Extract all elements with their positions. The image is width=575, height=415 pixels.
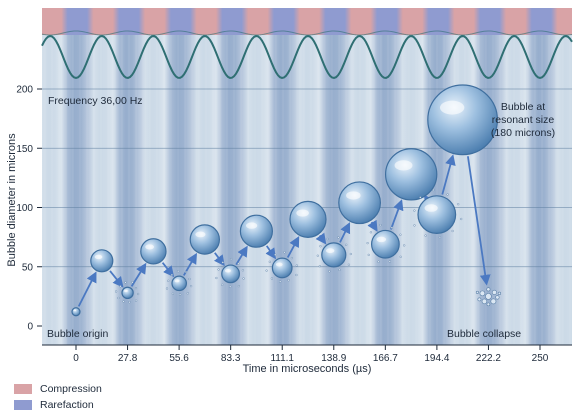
growth-arrow (130, 262, 147, 287)
bubble (71, 307, 81, 317)
origin-label: Bubble origin (47, 328, 108, 340)
growth-arrows (77, 154, 491, 307)
growth-arrow (265, 245, 277, 260)
bubble (427, 84, 499, 156)
growth-arrow (339, 222, 351, 243)
x-axis-ticks: 0 27.8 55.6 83.3 111.1 138.9 166.7 194.4 222.2 25… (73, 345, 549, 364)
bubble (413, 188, 463, 239)
bubble (165, 270, 193, 296)
resonant-label-line-3: (180 microns) (491, 127, 555, 139)
growth-arrow (367, 219, 378, 232)
bubble (366, 224, 406, 263)
growth-arrow (235, 245, 248, 266)
bubble (338, 181, 381, 225)
bubble (384, 148, 438, 201)
x-tick-label: 83.3 (221, 353, 241, 364)
y-tick-label: 0 (27, 322, 33, 333)
bubble (140, 238, 167, 265)
plot-background (42, 8, 572, 345)
x-axis-label: Time in microseconds (µs) (243, 363, 372, 375)
growth-arrow (315, 232, 327, 245)
collapse-label: Bubble collapse (447, 328, 521, 340)
bubble (189, 224, 221, 255)
bubble (265, 251, 298, 283)
x-tick-label: 194.4 (424, 353, 449, 364)
y-tick-label: 200 (16, 85, 33, 96)
bubble (239, 214, 274, 248)
x-tick-label: 55.6 (169, 353, 189, 364)
pressure-strip-edge (41, 30, 573, 36)
x-tick-label: 138.9 (321, 353, 346, 364)
growth-arrow (109, 270, 124, 288)
growth-arrow (77, 271, 97, 307)
bubbles (71, 84, 502, 317)
growth-arrow (161, 262, 175, 278)
legend-compression: Compression (14, 382, 102, 396)
y-tick-label: 100 (16, 203, 33, 214)
x-tick-label: 111.1 (270, 353, 294, 364)
y-tick-label: 150 (16, 144, 33, 155)
bubble (316, 236, 352, 273)
rarefaction-swatch (14, 400, 32, 410)
x-tick-label: 27.8 (118, 353, 138, 364)
bubble (114, 281, 140, 304)
growth-arrow (390, 199, 404, 230)
pressure-strip (42, 8, 572, 35)
collapsed-bubble (475, 287, 502, 307)
x-tick-label: 166.7 (373, 353, 398, 364)
pressure-wave (41, 34, 573, 80)
frequency-label: Frequency 36,00 Hz (48, 95, 143, 107)
bubble (289, 200, 327, 238)
legend-rarefaction: Rarefaction (14, 398, 94, 412)
y-axis-ticks: 0 50 100 150 200 (16, 85, 42, 333)
growth-arrow (286, 235, 300, 258)
rarefaction-label: Rarefaction (40, 399, 94, 411)
growth-arrow (423, 194, 435, 207)
growth-arrow (441, 154, 456, 195)
compression-swatch (14, 384, 32, 394)
bubble (90, 249, 114, 273)
x-tick-label: 222.2 (476, 353, 501, 364)
x-tick-label: 250 (532, 353, 549, 364)
resonant-label-line-1: Bubble at (501, 101, 545, 113)
resonant-label-line-2: resonant size (492, 114, 555, 126)
growth-arrow (467, 156, 491, 286)
y-axis-label: Bubble diameter in microns (6, 133, 18, 267)
bubble (215, 258, 245, 288)
compression-label: Compression (40, 383, 102, 395)
y-tick-label: 50 (22, 262, 34, 273)
x-tick-label: 0 (73, 353, 79, 364)
